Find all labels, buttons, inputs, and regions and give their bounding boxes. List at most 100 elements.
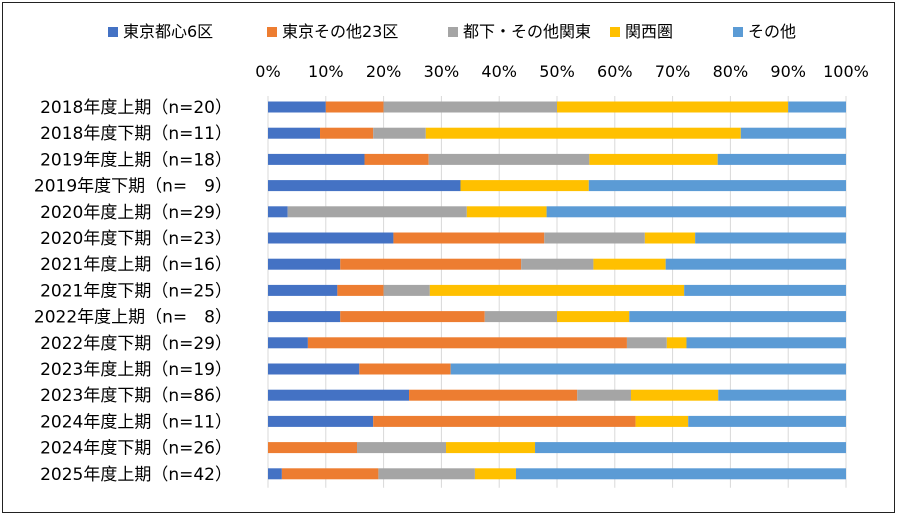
bar-row1-series4 [740, 127, 846, 139]
bar-row3-series4 [588, 180, 846, 192]
bar-row13-series2 [357, 442, 447, 454]
y-category-label-2: 2019年度上期（n=18） [40, 150, 232, 170]
bar-row0-series3 [557, 101, 789, 113]
y-category-label-7: 2021年度下期（n=25） [40, 281, 232, 301]
bar-row6-series4 [665, 258, 846, 270]
x-tick-label-7: 70% [655, 62, 691, 81]
legend: 東京都心6区 東京その他23区 都下・その他関東 関西圏 その他 [108, 22, 796, 41]
y-category-label-11: 2023年度下期（n=86） [40, 386, 232, 406]
y-category-label-4: 2020年度上期（n=29） [40, 203, 232, 223]
y-category-label-9: 2022年度下期（n=29） [40, 334, 232, 354]
bar-row7-series2 [383, 284, 430, 296]
bar-row12-series3 [635, 415, 689, 427]
bar-row5-series2 [544, 232, 645, 244]
bar-row7-series0 [268, 284, 338, 296]
legend-label-1: 東京その他23区 [282, 22, 398, 41]
y-category-label-10: 2023年度上期（n=19） [40, 360, 232, 380]
bar-row14-series1 [281, 468, 379, 480]
y-category-label-5: 2020年度下期（n=23） [40, 229, 232, 249]
x-tick-label-2: 20% [366, 62, 402, 81]
bar-row9-series0 [268, 337, 308, 349]
x-tick-label-10: 100% [823, 62, 869, 81]
bars [268, 101, 846, 480]
x-tick-label-4: 40% [481, 62, 517, 81]
bar-row12-series4 [688, 415, 846, 427]
y-category-label-0: 2018年度上期（n=20） [40, 98, 232, 118]
bar-row14-series2 [378, 468, 475, 480]
chart-frame [2, 2, 895, 513]
legend-label-4: その他 [748, 22, 796, 41]
bar-row8-series2 [484, 311, 557, 323]
y-category-label-1: 2018年度下期（n=11） [40, 124, 232, 144]
bar-row2-series0 [268, 153, 365, 165]
bar-row5-series0 [268, 232, 394, 244]
bar-row1-series0 [268, 127, 321, 139]
legend-label-0: 東京都心6区 [123, 22, 213, 41]
legend-swatch-0 [108, 27, 118, 37]
bar-row2-series4 [717, 153, 846, 165]
bar-row10-series1 [359, 363, 451, 375]
legend-label-3: 関西圏 [625, 22, 673, 41]
x-tick-label-6: 60% [597, 62, 633, 81]
bar-row8-series0 [268, 311, 341, 323]
bar-row6-series3 [593, 258, 666, 270]
bar-row7-series4 [684, 284, 846, 296]
bar-row2-series1 [364, 153, 429, 165]
y-category-label-3: 2019年度下期（n= 9） [34, 177, 232, 197]
bar-row4-series4 [546, 206, 846, 218]
bar-row4-series0 [268, 206, 288, 218]
bar-row6-series1 [340, 258, 522, 270]
bar-row6-series2 [521, 258, 594, 270]
y-category-label-8: 2022年度上期（n= 8） [34, 308, 232, 328]
bar-row1-series2 [373, 127, 426, 139]
x-tick-label-0: 0% [255, 62, 280, 81]
bar-row2-series2 [428, 153, 590, 165]
bar-row14-series0 [268, 468, 282, 480]
y-category-label-12: 2024年度上期（n=11） [40, 412, 232, 432]
bar-row12-series0 [268, 415, 374, 427]
x-tick-label-8: 80% [713, 62, 749, 81]
bar-row13-series3 [446, 442, 536, 454]
y-category-label-13: 2024年度下期（n=26） [40, 439, 232, 459]
bar-row11-series4 [718, 389, 846, 401]
bar-row9-series4 [686, 337, 846, 349]
bar-row0-series0 [268, 101, 326, 113]
bar-row5-series4 [695, 232, 846, 244]
bar-row11-series3 [630, 389, 719, 401]
y-axis-labels: 2018年度上期（n=20） 2018年度下期（n=11） 2019年度上期（n=1… [34, 98, 232, 485]
bar-row8-series3 [557, 311, 630, 323]
bar-row4-series2 [287, 206, 467, 218]
bar-row0-series2 [383, 101, 557, 113]
bar-row13-series4 [535, 442, 846, 454]
bar-row12-series1 [373, 415, 636, 427]
bar-row1-series1 [320, 127, 374, 139]
bar-row3-series0 [268, 180, 461, 192]
bar-row11-series2 [577, 389, 631, 401]
x-tick-label-1: 10% [308, 62, 344, 81]
y-category-label-14: 2025年度上期（n=42） [40, 465, 232, 485]
bar-row0-series1 [325, 101, 384, 113]
legend-swatch-4 [733, 27, 743, 37]
x-axis-ticks: 0% 10% 20% 30% 40% 50% 60% 70% 80% 90% 100% [255, 62, 869, 81]
bar-row9-series2 [626, 337, 667, 349]
bar-row0-series4 [788, 101, 846, 113]
bar-row4-series3 [466, 206, 547, 218]
bar-row11-series1 [409, 389, 578, 401]
x-tick-label-9: 90% [770, 62, 806, 81]
bar-row8-series1 [340, 311, 485, 323]
x-tick-label-5: 50% [539, 62, 575, 81]
bar-row5-series1 [393, 232, 545, 244]
bar-row6-series0 [268, 258, 341, 270]
bar-row11-series0 [268, 389, 410, 401]
bar-row10-series4 [450, 363, 846, 375]
legend-swatch-3 [610, 27, 620, 37]
legend-label-2: 都下・その他関東 [463, 22, 591, 41]
bar-row14-series3 [474, 468, 516, 480]
x-tick-label-3: 30% [424, 62, 460, 81]
y-category-label-6: 2021年度上期（n=16） [40, 255, 232, 275]
bar-row9-series1 [307, 337, 627, 349]
legend-swatch-2 [448, 27, 458, 37]
bar-row2-series3 [589, 153, 718, 165]
bar-row8-series4 [629, 311, 846, 323]
